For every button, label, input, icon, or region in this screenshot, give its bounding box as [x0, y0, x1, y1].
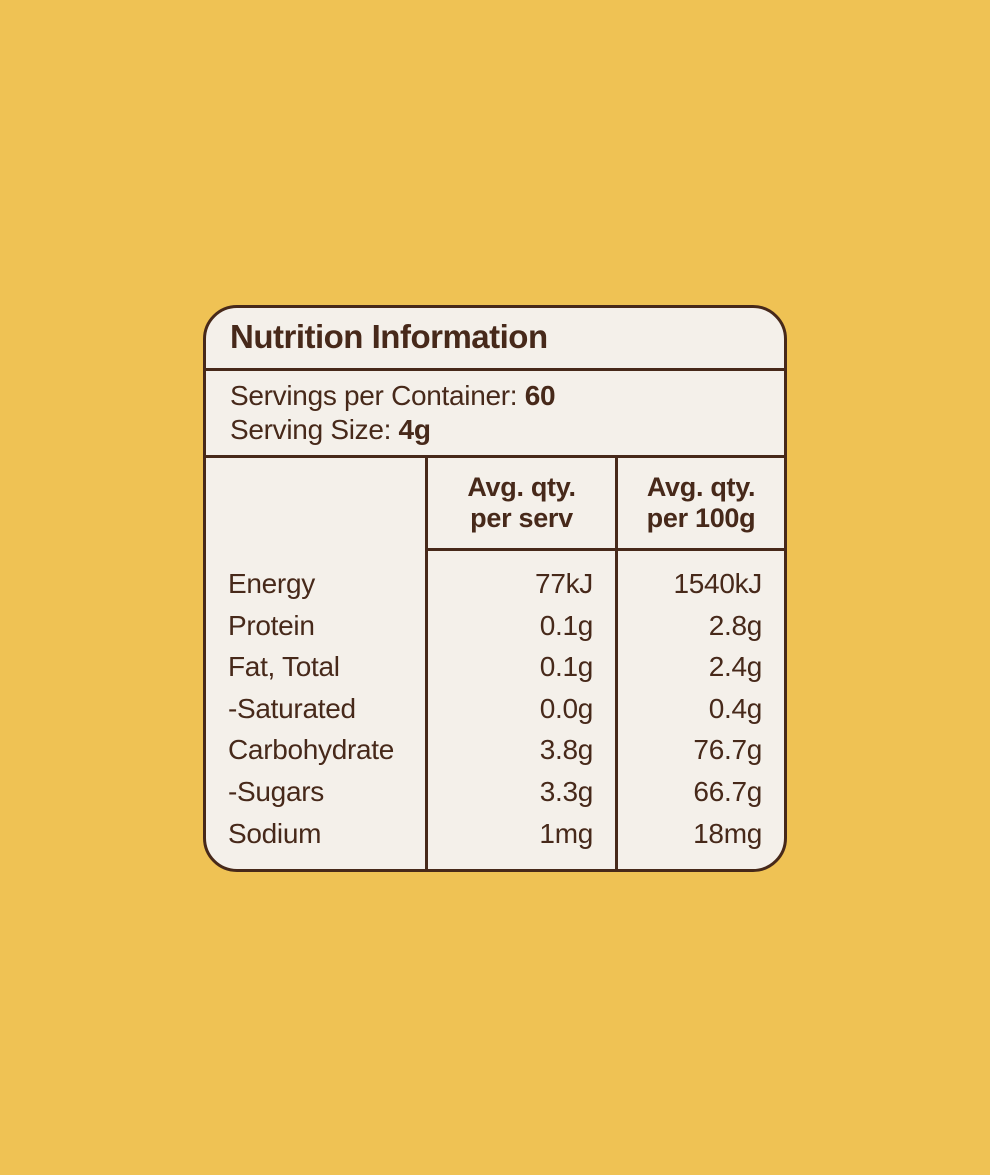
- serving-size-line: Serving Size: 4g: [230, 413, 760, 447]
- per-100g-value-cell: 0.4g: [708, 692, 763, 724]
- per-serv-value-cell: 0.1g: [539, 609, 594, 641]
- serving-size-value: 4g: [398, 414, 431, 445]
- per-100g-value-cell: 76.7g: [693, 734, 762, 766]
- panel-title: Nutrition Information: [230, 318, 548, 355]
- per-serv-value-cell: 3.3g: [539, 775, 594, 807]
- per-100g-cells: 1540kJ 2.8g 2.4g 0.4g 76.7g 66.7g 18mg: [618, 551, 784, 854]
- per-serving-header-line1: Avg. qty.: [467, 472, 576, 502]
- nutrient-name-column: Energy Protein Fat, Total -Saturated Car…: [206, 458, 425, 869]
- per-100g-column: Avg. qty. per 100g 1540kJ 2.8g 2.4g 0.4g…: [615, 458, 784, 869]
- per-100g-value-cell: 18mg: [693, 817, 762, 849]
- per-100g-header: Avg. qty. per 100g: [618, 458, 784, 551]
- per-serv-value-cell: 0.1g: [539, 651, 594, 683]
- per-serving-header: Avg. qty. per serv: [428, 458, 615, 551]
- per-100g-header-line1: Avg. qty.: [646, 472, 756, 502]
- nutrient-label-cell: Energy: [228, 568, 315, 599]
- per-serving-cells: 77kJ 0.1g 0.1g 0.0g 3.8g 3.3g 1mg: [428, 551, 615, 854]
- servings-per-container-value: 60: [524, 380, 556, 411]
- nutrient-label-cell: Fat, Total: [228, 651, 340, 683]
- per-serving-header-line2: per serv: [470, 503, 573, 533]
- per-serving-column: Avg. qty. per serv 77kJ 0.1g 0.1g 0.0g 3…: [425, 458, 615, 869]
- per-serv-value-cell: 0.0g: [539, 692, 594, 724]
- servings-section: Servings per Container: 60 Serving Size:…: [206, 371, 784, 458]
- per-serv-value-cell: 3.8g: [539, 734, 594, 766]
- per-100g-header-line2: per 100g: [646, 503, 756, 533]
- per-serv-value-cell: 77kJ: [535, 568, 593, 599]
- panel-title-section: Nutrition Information: [206, 308, 784, 371]
- nutrient-label-cell: -Sugars: [228, 775, 324, 807]
- servings-per-container-line: Servings per Container: 60: [230, 379, 760, 413]
- per-100g-value-cell: 2.8g: [708, 609, 763, 641]
- nutrient-label-cell: Sodium: [228, 817, 322, 849]
- servings-per-container-label: Servings per Container:: [230, 380, 525, 411]
- per-serv-value-cell: 1mg: [539, 817, 593, 849]
- nutrient-label-cell: -Saturated: [228, 692, 356, 724]
- nutrient-label-cell: Protein: [228, 609, 315, 641]
- nutrition-table: Energy Protein Fat, Total -Saturated Car…: [206, 458, 784, 869]
- serving-size-label: Serving Size:: [230, 414, 399, 445]
- nutrient-label-cell: Carbohydrate: [228, 734, 395, 766]
- empty-header-cell: [206, 458, 425, 551]
- per-100g-value-cell: 1540kJ: [673, 568, 763, 599]
- nutrient-name-cells: Energy Protein Fat, Total -Saturated Car…: [206, 551, 425, 854]
- nutrition-information-panel: Nutrition Information Servings per Conta…: [203, 305, 787, 872]
- per-100g-value-cell: 2.4g: [708, 651, 763, 683]
- per-100g-value-cell: 66.7g: [693, 775, 762, 807]
